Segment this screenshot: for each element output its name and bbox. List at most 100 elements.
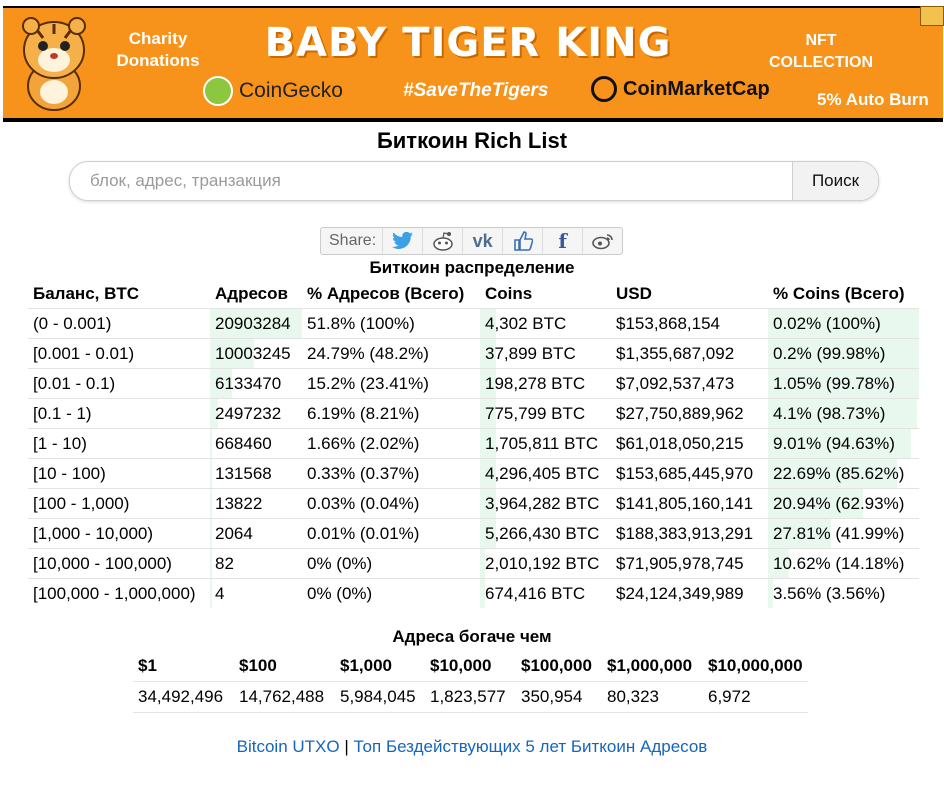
column-header: % Адресов (Всего) [307,284,465,303]
addresses-cell: 2497232 [210,398,302,429]
vk-icon[interactable]: vk [463,228,504,254]
coins-pct-cell: 0.2% (99.98%) [768,338,919,369]
table-row: [10,000 - 100,000) 82 0% (0%) 2,010,192 BTC… [28,548,919,579]
coins-pct-cell-text: 0.02% (100%) [773,313,881,333]
addresses-pct-cell: 0.03% (0.04%) [302,488,480,519]
addresses-cell-text: 2064 [215,523,253,543]
link-separator: | [339,737,354,756]
coins-cell-text: 4,302 BTC [485,313,567,333]
addresses-cell-text: 20903284 [215,313,291,333]
facebook-icon[interactable]: f [543,228,584,254]
distribution-bar [210,489,212,518]
column-header: % Coins (Всего) [773,284,905,303]
balance-range-cell-text: (0 - 0.001) [33,313,112,333]
usd-cell-text: $141,805,160,141 [616,493,754,513]
balance-range-cell-text: [1 - 10) [33,433,87,453]
distribution-caption: Биткоин распределение [369,258,575,277]
twitter-icon[interactable] [383,228,424,254]
addresses-pct-cell: 0% (0%) [302,578,480,608]
search-input[interactable] [70,162,792,200]
addresses-pct-cell-text: 1.66% (2.02%) [307,433,420,453]
coins-pct-cell: 4.1% (98.73%) [768,398,919,429]
distribution-bar [210,519,212,548]
distribution-bar [210,459,212,488]
balance-range-cell: [0.1 - 1) [28,398,210,429]
richer-value: 5,984,045 [335,681,425,713]
ad-info-icon[interactable] [920,6,944,26]
table-row: [0.01 - 0.1) 6133470 15.2% (23.41%) 198,278… [28,368,919,399]
addresses-cell: 4 [210,578,302,608]
coinmarketcap-logo: CoinMarketCap [591,76,770,102]
coins-cell-text: 775,799 BTC [485,403,586,423]
distribution-bar [480,399,496,428]
distribution-bar [480,519,496,548]
tiger-mascot-icon [22,17,86,111]
balance-range-cell: [1 - 10) [28,428,210,459]
usd-cell: $71,905,978,745 [611,548,768,579]
balance-range-cell: [10,000 - 100,000) [28,548,210,579]
coins-cell: 3,964,282 BTC [480,488,611,519]
addresses-pct-cell: 1.66% (2.02%) [302,428,480,459]
coins-pct-cell: 9.01% (94.63%) [768,428,919,459]
coins-cell: 4,296,405 BTC [480,458,611,489]
distribution-bar [768,309,919,338]
distribution-bar [768,369,919,398]
table-header-row: Баланс, BTC Адресов % Адресов (Всего) Co… [28,280,919,309]
addresses-cell-text: 10003245 [215,343,291,363]
ad-banner[interactable]: Charity Donations BABY TIGER KING NFT CO… [3,6,943,122]
coins-pct-cell: 0.02% (100%) [768,308,919,339]
richer-value: 34,492,496 [133,681,234,713]
dormant-addresses-link[interactable]: Топ Бездействующих 5 лет Биткоин Адресов [353,737,708,756]
reddit-icon[interactable] [423,228,464,254]
banner-nft-text: NFT COLLECTION [769,32,873,71]
column-header: $1,000 [335,650,425,682]
coins-pct-cell-text: 4.1% (98.73%) [773,403,886,423]
bitcoin-utxo-link[interactable]: Bitcoin UTXO [236,737,340,756]
weibo-icon[interactable] [583,228,622,254]
richer-value: 350,954 [516,681,602,713]
addresses-pct-cell-text: 0% (0%) [307,583,373,603]
addresses-cell-text: 13822 [215,493,263,513]
distribution-bar [480,429,496,458]
coins-cell: 674,416 BTC [480,578,611,608]
usd-cell-text: $71,905,978,745 [616,553,744,573]
addresses-cell-text: 2497232 [215,403,282,423]
column-header: $1,000,000 [602,650,703,682]
addresses-pct-cell: 24.79% (48.2%) [302,338,480,369]
table-row: [0.1 - 1) 2497232 6.19% (8.21%) 775,799 BTC… [28,398,919,429]
balance-range-cell: [1,000 - 10,000) [28,518,210,549]
like-icon[interactable] [503,228,544,254]
search-button[interactable]: Поиск [792,162,878,200]
distribution-bar [480,339,496,368]
balance-range-cell: [100 - 1,000) [28,488,210,519]
coingecko-label: CoinGecko [239,79,343,102]
addresses-pct-cell: 6.19% (8.21%) [302,398,480,429]
coins-cell: 2,010,192 BTC [480,548,611,579]
richer-value: 14,762,488 [234,681,335,713]
coins-pct-cell-text: 10.62% (14.18%) [773,553,905,573]
addresses-cell: 2064 [210,518,302,549]
addresses-cell-text: 4 [215,583,225,603]
addresses-cell: 131568 [210,458,302,489]
coins-cell-text: 5,266,430 BTC [485,523,600,543]
column-header: $10,000 [425,650,516,682]
coins-pct-cell-text: 22.69% (85.62%) [773,463,905,483]
table-header-row: $1 $100 $1,000 $10,000 $100,000 $1,000,0… [133,650,808,682]
distribution-bar [480,459,496,488]
usd-cell: $61,018,050,215 [611,428,768,459]
coins-pct-cell-text: 20.94% (62.93%) [773,493,905,513]
coins-pct-cell: 10.62% (14.18%) [768,548,919,579]
coins-cell: 775,799 BTC [480,398,611,429]
richer-value: 6,972 [703,681,808,713]
addresses-cell-text: 6133470 [215,373,282,393]
distribution-bar [768,339,919,368]
distribution-bar [210,429,212,458]
usd-cell-text: $61,018,050,215 [616,433,744,453]
column-header: Баланс, BTC [33,284,140,303]
coins-cell: 37,899 BTC [480,338,611,369]
addresses-cell: 668460 [210,428,302,459]
ad-banner-content[interactable]: Charity Donations BABY TIGER KING NFT CO… [3,8,943,118]
table-row: [100,000 - 1,000,000) 4 0% (0%) 674,416 BTC… [28,578,919,608]
coins-cell-text: 674,416 BTC [485,583,586,603]
addresses-pct-cell: 0.01% (0.01%) [302,518,480,549]
